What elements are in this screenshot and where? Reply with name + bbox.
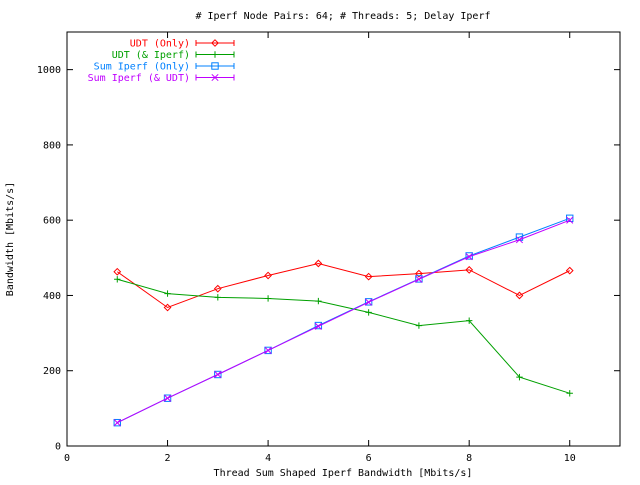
data-point — [264, 271, 272, 280]
series-layer — [113, 214, 574, 427]
x-tick-label: 10 — [564, 453, 576, 464]
data-point — [214, 370, 222, 379]
series-2 — [114, 276, 573, 397]
data-point — [114, 276, 121, 283]
y-tick-label: 1000 — [37, 65, 61, 76]
data-point — [415, 275, 423, 283]
data-point — [364, 298, 373, 306]
data-point — [214, 370, 222, 379]
data-point — [314, 321, 323, 330]
data-point — [264, 346, 272, 355]
legend-marker — [211, 73, 219, 82]
series-3 — [113, 214, 574, 427]
x-tick-label: 2 — [165, 453, 171, 464]
legend-marker — [211, 51, 219, 58]
data-point — [113, 267, 122, 276]
data-point — [213, 284, 222, 293]
data-point — [365, 298, 373, 306]
data-point — [314, 322, 322, 330]
chart-title: # Iperf Node Pairs: 64; # Threads: 5; De… — [195, 11, 490, 22]
series-1 — [113, 259, 574, 312]
x-axis-label: Thread Sum Shaped Iperf Bandwidth [Mbits… — [214, 468, 473, 479]
series-line — [117, 219, 570, 424]
data-point — [264, 295, 272, 302]
legend-label: UDT (& Iperf) — [112, 50, 190, 61]
data-point — [314, 259, 323, 268]
data-point — [566, 390, 573, 397]
data-point — [163, 394, 172, 402]
x-tick-label: 0 — [64, 453, 70, 464]
data-point — [565, 266, 574, 275]
series-line — [117, 217, 570, 424]
data-point — [415, 322, 423, 329]
legend-label: UDT (Only) — [130, 39, 190, 50]
data-point — [465, 265, 474, 274]
y-tick-label: 600 — [43, 216, 61, 227]
y-tick-label: 0 — [55, 442, 61, 453]
data-point — [365, 309, 372, 316]
data-point — [113, 418, 121, 427]
x-tick-label: 8 — [466, 453, 472, 464]
y-tick-label: 400 — [43, 291, 61, 302]
x-tick-label: 4 — [265, 453, 271, 464]
legend: UDT (Only)UDT (& Iperf)Sum Iperf (Only)S… — [88, 39, 235, 84]
data-point — [415, 269, 423, 278]
axes-layer: 0 2 4 6 8 10 0 200 400 600 800 1000 — [37, 32, 620, 464]
data-point — [163, 303, 172, 312]
data-point — [264, 346, 272, 354]
data-point — [415, 275, 423, 283]
legend-label: Sum Iperf (& UDT) — [88, 73, 190, 84]
data-point — [214, 294, 222, 301]
data-point — [364, 272, 373, 281]
data-point — [163, 394, 172, 402]
data-point — [566, 214, 574, 223]
data-point — [465, 253, 473, 261]
y-tick-label: 200 — [43, 366, 61, 377]
legend-marker — [211, 62, 219, 70]
series-line — [117, 278, 570, 394]
data-point — [516, 373, 523, 381]
data-point — [566, 216, 574, 224]
data-point — [515, 291, 524, 300]
plot-frame — [66, 31, 621, 447]
data-point — [465, 317, 473, 324]
data-point — [113, 419, 121, 427]
y-axis-label: Bandwidth [Mbits/s] — [5, 182, 16, 296]
series-line — [116, 262, 570, 309]
data-point — [515, 236, 524, 244]
y-tick-label: 800 — [43, 140, 61, 151]
data-point — [315, 297, 322, 305]
legend-marker — [211, 39, 219, 47]
series-4 — [113, 216, 574, 427]
x-tick-label: 6 — [366, 453, 372, 464]
data-point — [164, 290, 171, 297]
legend-label: Sum Iperf (Only) — [94, 62, 190, 73]
